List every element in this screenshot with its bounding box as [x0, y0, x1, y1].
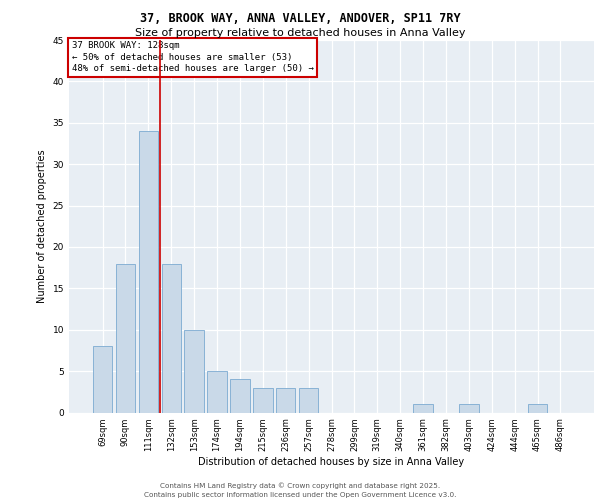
Bar [528, 404, 547, 412]
Bar [116, 264, 135, 412]
Bar [299, 388, 319, 412]
Bar [459, 404, 479, 412]
Text: Contains public sector information licensed under the Open Government Licence v3: Contains public sector information licen… [144, 492, 456, 498]
Bar [208, 371, 227, 412]
Text: Size of property relative to detached houses in Anna Valley: Size of property relative to detached ho… [135, 28, 465, 38]
X-axis label: Distribution of detached houses by size in Anna Valley: Distribution of detached houses by size … [199, 457, 464, 467]
Bar [230, 380, 250, 412]
Bar [184, 330, 204, 412]
Bar [413, 404, 433, 412]
Bar [253, 388, 272, 412]
Bar [139, 131, 158, 412]
Y-axis label: Number of detached properties: Number of detached properties [37, 150, 47, 303]
Bar [276, 388, 295, 412]
Text: 37 BROOK WAY: 128sqm
← 50% of detached houses are smaller (53)
48% of semi-detac: 37 BROOK WAY: 128sqm ← 50% of detached h… [71, 40, 314, 74]
Bar [93, 346, 112, 412]
Bar [161, 264, 181, 412]
Text: 37, BROOK WAY, ANNA VALLEY, ANDOVER, SP11 7RY: 37, BROOK WAY, ANNA VALLEY, ANDOVER, SP1… [140, 12, 460, 26]
Text: Contains HM Land Registry data © Crown copyright and database right 2025.: Contains HM Land Registry data © Crown c… [160, 482, 440, 489]
